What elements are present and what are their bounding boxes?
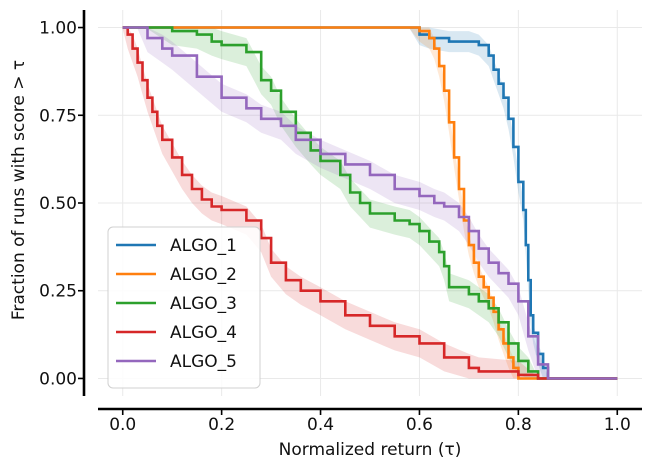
x-axis-title: Normalized return (τ) [279,440,462,460]
y-tick-label-4: 1.00 [39,19,77,39]
x-tick-label-4: 0.8 [505,415,532,435]
legend-label-algo_1: ALGO_1 [170,236,237,256]
legend-label-algo_4: ALGO_4 [170,323,237,343]
x-tick-label-3: 0.6 [406,415,433,435]
x-tick-label-5: 1.0 [604,415,631,435]
x-tick-label-0: 0.0 [109,415,136,435]
legend-label-algo_3: ALGO_3 [170,294,237,314]
y-tick-label-0: 0.00 [39,369,77,389]
series-line-algo_4 [122,26,618,380]
legend-frame [107,226,261,389]
legend: ALGO_1 ALGO_2 ALGO_3 ALGO_4 ALGO_5 [107,226,261,389]
series-lines [122,26,618,380]
band-algo_5 [122,27,618,379]
series-line-algo_3 [122,26,618,380]
axes: 0.0 0.2 0.4 0.6 0.8 1.0 0.00 0.25 0.50 0.75 1.00 [39,10,642,435]
x-tick-label-1: 0.2 [208,415,235,435]
legend-label-algo_5: ALGO_5 [170,352,237,372]
series-line-algo_2 [122,26,618,380]
y-tick-label-3: 0.75 [39,106,77,126]
y-axis-title: Fraction of runs with score > τ [9,60,29,320]
series-line-algo_1 [122,26,618,380]
legend-label-algo_2: ALGO_2 [170,265,237,285]
y-tick-label-1: 0.25 [39,282,77,302]
series-line-algo_5 [122,26,618,380]
band-algo_4 [122,27,618,379]
y-tick-label-2: 0.50 [39,194,77,214]
x-tick-label-2: 0.4 [307,415,334,435]
